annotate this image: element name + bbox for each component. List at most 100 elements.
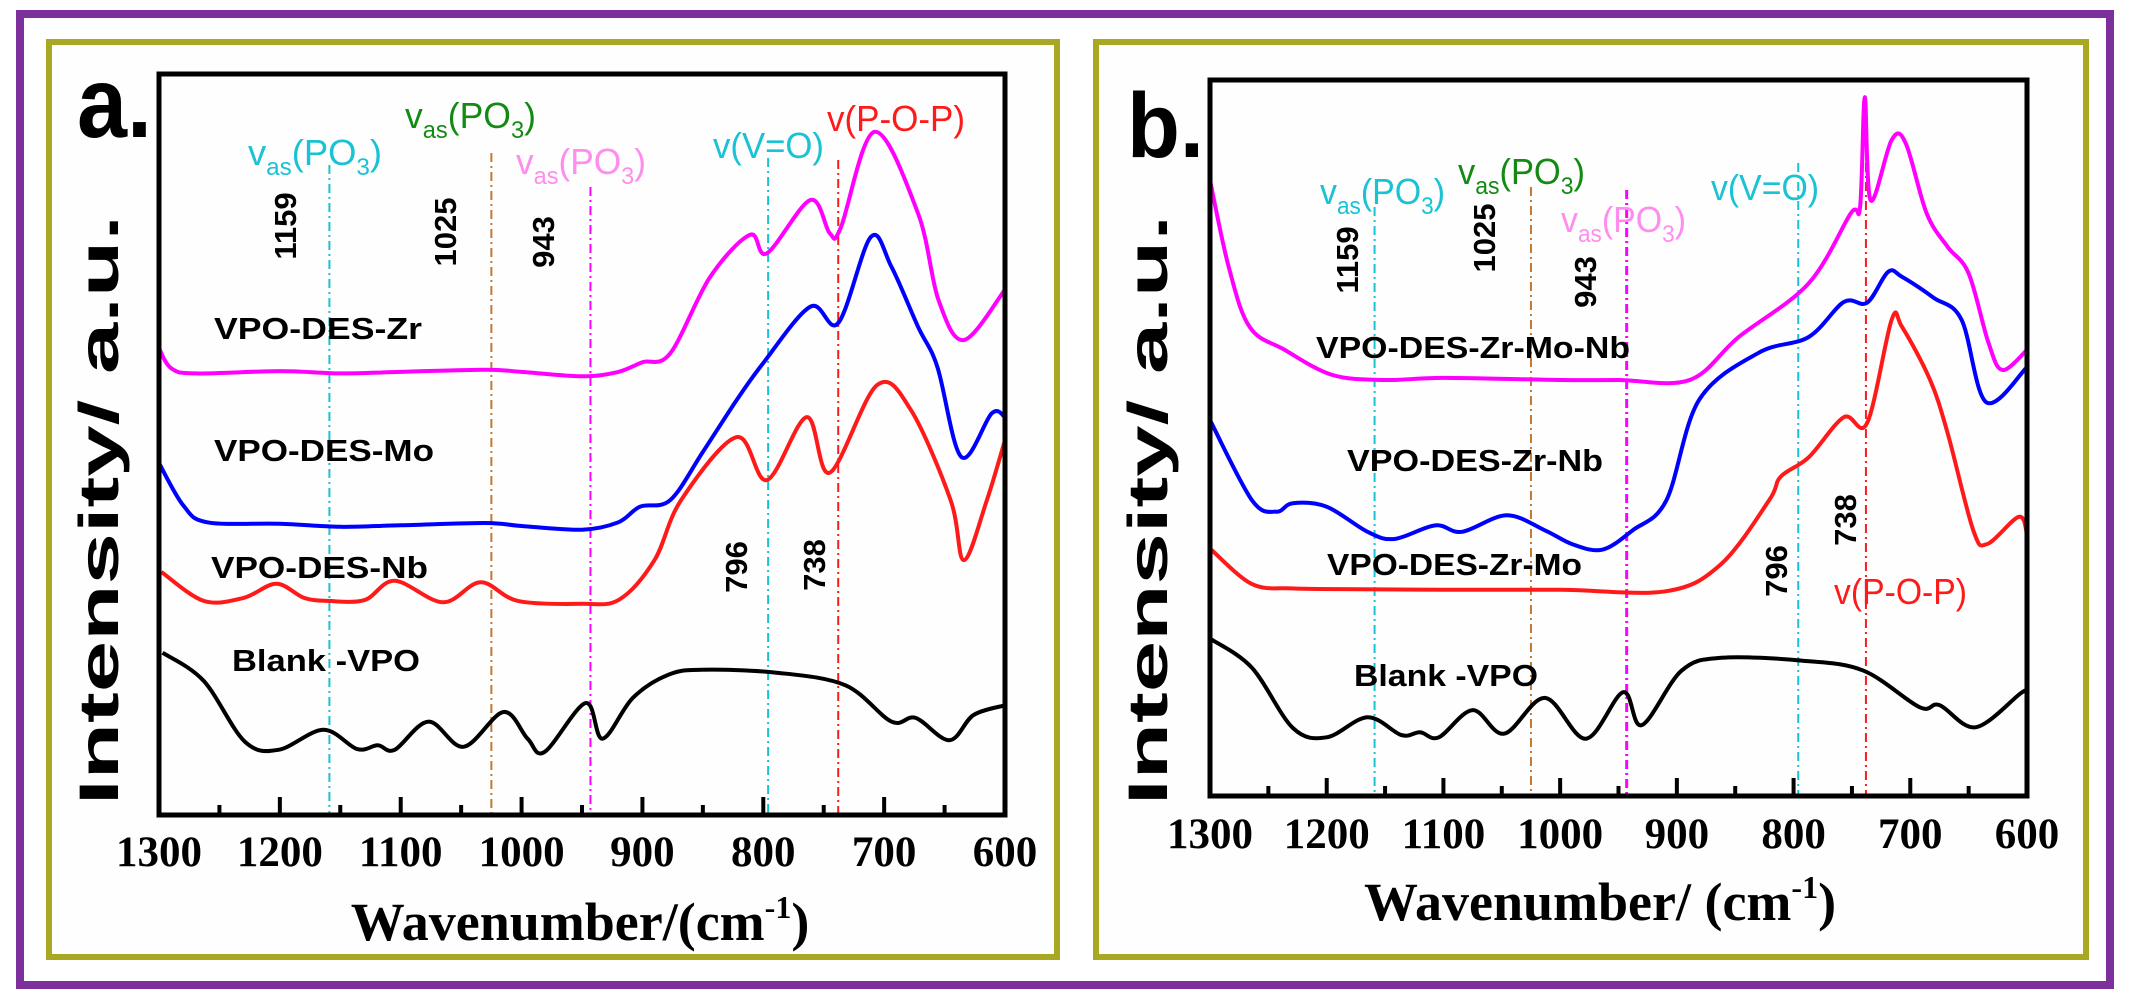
- band-position-label: 943: [526, 216, 561, 268]
- annotation-text: v: [405, 95, 423, 136]
- x-axis-title-exponent: -1: [765, 889, 792, 925]
- x-tick-label: 1100: [1402, 811, 1486, 858]
- annotation-text: (PO: [1602, 199, 1662, 240]
- panel-a: VPO-DES-Zr VPO-DES-Mo VPO-DES-Nb Blank -VPO…: [67, 47, 1037, 952]
- band-position-label: 738: [1828, 494, 1863, 546]
- series-line-vpo-des-zr: [157, 129, 1007, 379]
- x-tick-label: 1100: [359, 829, 443, 876]
- series-label: VPO-DES-Zr-Mo-Nb: [1316, 330, 1630, 365]
- series-line-vpo-des-zr-mo: [1209, 310, 2029, 595]
- x-axis-title: Wavenumber/ (cm-1): [1364, 869, 1836, 932]
- annotation-text: v: [1458, 151, 1475, 192]
- annotation-text: v(P-O-P): [827, 98, 965, 139]
- band-annotation: v(V=O): [1711, 167, 1819, 208]
- annotation-subscript: as: [266, 154, 292, 181]
- annotation-text: (PO: [292, 132, 357, 173]
- series-label: VPO-DES-Mo: [214, 433, 434, 468]
- annotation-text: (PO: [1499, 151, 1560, 192]
- x-axis-title: Wavenumber/(cm-1): [351, 889, 810, 952]
- annotation-text: ): [634, 141, 646, 182]
- x-axis-title-close: ): [1818, 872, 1836, 932]
- annotation-text: v: [248, 132, 266, 173]
- band-position-label: 1159: [1330, 226, 1365, 293]
- annotation-text: v(V=O): [1711, 167, 1819, 208]
- band-position-label: 738: [797, 539, 832, 591]
- annotation-text: ): [1574, 151, 1585, 192]
- x-tick-label: 700: [852, 829, 917, 876]
- x-tick-label: 1200: [237, 829, 323, 876]
- series-line-vpo-des-nb: [160, 379, 1007, 607]
- x-tick-label: 700: [1878, 811, 1943, 858]
- x-axis-title-text: Wavenumber/(cm: [351, 892, 765, 952]
- band-position-label: 943: [1568, 256, 1603, 308]
- band-annotation: vas(PO3): [1320, 171, 1445, 220]
- x-axis-title-text: Wavenumber/ (cm: [1364, 872, 1791, 932]
- annotation-text: (PO: [448, 95, 511, 136]
- x-tick-label: 800: [1761, 811, 1826, 858]
- band-annotation: vas(PO3): [1458, 151, 1585, 200]
- series-label: VPO-DES-Zr-Nb: [1347, 443, 1603, 478]
- band-position-label: 796: [719, 541, 754, 593]
- x-tick-label: 900: [1645, 811, 1710, 858]
- outer-frame: [16, 10, 2114, 989]
- annotation-subscript: 3: [511, 117, 524, 144]
- panel-letter: b.: [1127, 75, 1204, 177]
- x-tick-label: 1000: [479, 829, 565, 876]
- band-position-label: 1025: [1467, 204, 1502, 273]
- annotation-subscript: as: [423, 117, 448, 144]
- annotation-text: ): [370, 132, 382, 173]
- series-label: VPO-DES-Nb: [211, 550, 428, 585]
- annotation-subscript: 3: [621, 163, 634, 190]
- series-line-vpo-des-zr-mo-nb: [1208, 95, 2029, 386]
- band-annotation: v(P-O-P): [1834, 571, 1967, 612]
- annotation-subscript: 3: [1561, 173, 1574, 200]
- annotation-text: ): [524, 95, 536, 136]
- panel-letter: a.: [77, 47, 152, 159]
- series-line-blank-vpo: [1210, 637, 2029, 741]
- annotation-text: (PO: [558, 141, 621, 182]
- series-line-vpo-des-zr-nb: [1208, 268, 2029, 553]
- x-tick-label: 1300: [116, 829, 202, 876]
- annotation-subscript: as: [534, 163, 559, 190]
- y-axis-title: Intensity/ a.u.: [67, 215, 130, 805]
- annotation-subscript: 3: [356, 154, 369, 181]
- series-line-blank-vpo: [161, 651, 1006, 756]
- band-annotation: vas(PO3): [248, 132, 382, 181]
- x-tick-label: 800: [731, 829, 796, 876]
- x-axis-title-exponent: -1: [1791, 869, 1818, 905]
- series-label: Blank -VPO: [232, 643, 420, 678]
- annotation-text: (PO: [1361, 171, 1421, 212]
- series-label: VPO-DES-Zr: [214, 311, 422, 346]
- annotation-text: v: [1561, 199, 1578, 240]
- series-line-vpo-des-mo: [157, 232, 1007, 532]
- band-position-label: 796: [1759, 545, 1794, 597]
- x-tick-label: 900: [610, 829, 675, 876]
- annotation-text: v: [516, 141, 534, 182]
- x-tick-label: 1300: [1167, 811, 1253, 858]
- band-annotation: v(V=O): [713, 125, 824, 166]
- x-tick-label: 1200: [1284, 811, 1370, 858]
- x-axis-title-close: ): [791, 892, 809, 952]
- panel-a-frame: [46, 39, 1060, 960]
- x-tick-label: 1000: [1517, 811, 1603, 858]
- annotation-text: v(V=O): [713, 125, 824, 166]
- x-tick-label: 600: [973, 829, 1038, 876]
- annotation-text: ): [1434, 171, 1445, 212]
- annotation-subscript: as: [1475, 173, 1499, 200]
- panel-b: VPO-DES-Zr-Mo-Nb VPO-DES-Zr-Nb VPO-DES-Zr-…: [1116, 75, 2059, 932]
- annotation-text: ): [1675, 199, 1686, 240]
- band-position-label: 1159: [268, 192, 303, 259]
- band-annotation: vas(PO3): [1561, 199, 1686, 248]
- annotation-subscript: as: [1578, 221, 1602, 248]
- band-annotation: vas(PO3): [516, 141, 646, 190]
- annotation-subscript: 3: [1662, 221, 1675, 248]
- annotation-subscript: as: [1337, 193, 1361, 220]
- annotation-text: v(P-O-P): [1834, 571, 1967, 612]
- series-label: Blank -VPO: [1354, 658, 1538, 693]
- band-annotation: v(P-O-P): [827, 98, 965, 139]
- band-annotation: vas(PO3): [405, 95, 536, 144]
- x-tick-label: 600: [1995, 811, 2060, 858]
- annotation-subscript: 3: [1421, 193, 1434, 220]
- band-position-label: 1025: [428, 198, 463, 267]
